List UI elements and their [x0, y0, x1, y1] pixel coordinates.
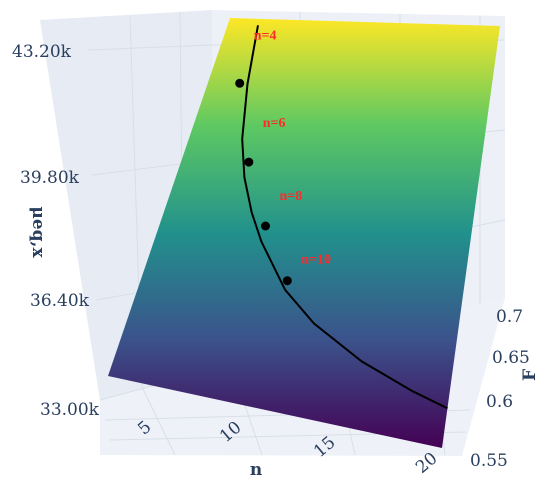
marker-annotation: n=6	[263, 116, 286, 131]
z-tick-label: 43.20k	[12, 42, 72, 62]
grid-line	[87, 44, 213, 51]
curve-marker	[261, 221, 270, 231]
marker-annotation: n=8	[280, 189, 303, 204]
optimum-curve	[241, 25, 448, 410]
y-axis-title: F	[520, 369, 540, 381]
y-tick-label: 0.65	[492, 348, 530, 368]
y-tick-label: 0.6	[486, 392, 513, 412]
marker-annotation: n=4	[254, 28, 277, 43]
y-tick-label: 0.55	[470, 451, 508, 471]
z-tick-label: 39.80k	[20, 168, 80, 188]
curve-marker	[244, 157, 254, 167]
surface-plane	[108, 18, 500, 448]
curve-marker	[282, 276, 292, 286]
x-axis-title: n	[250, 460, 262, 480]
y-tick-label: 0.7	[496, 307, 523, 327]
marker-annotation: n=10	[301, 253, 331, 268]
grid-line	[141, 386, 176, 456]
z-tick-label: 33.00k	[40, 400, 100, 420]
curve-marker	[235, 78, 245, 88]
z-axis-title: μeq,x	[28, 206, 48, 258]
curve-markers: n=4 n=6 n=8 n=10	[235, 28, 331, 286]
z-tick-label: 36.40k	[30, 291, 90, 311]
